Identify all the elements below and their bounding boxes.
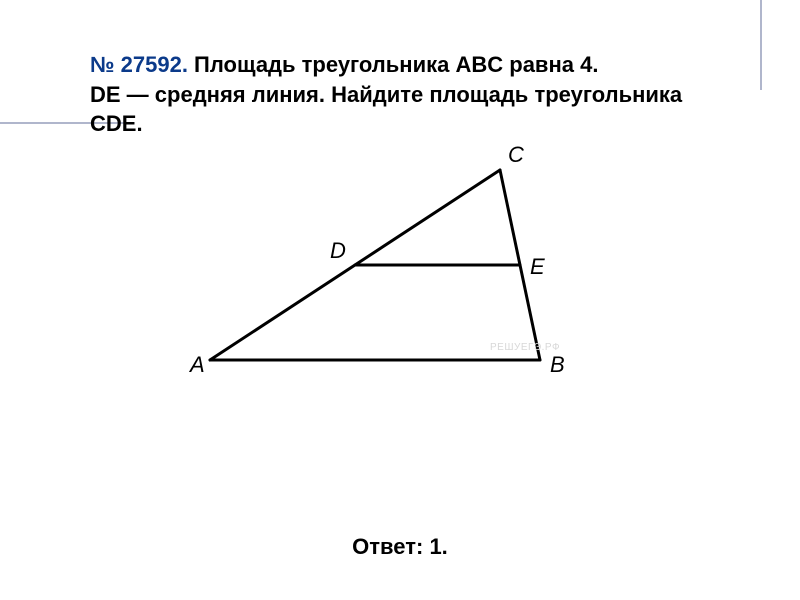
answer-block: Ответ: 1. (0, 534, 800, 560)
triangle-svg: A B C D E (170, 140, 630, 400)
problem-statement: № 27592. Площадь треугольника ABC равна … (90, 50, 730, 139)
watermark-text: РЕШУЕГЭ.РФ (490, 342, 560, 353)
problem-text-1: Площадь треугольника ABC равна 4. (188, 52, 599, 77)
vertex-label-E: E (530, 254, 545, 279)
decoration-vertical-line (760, 0, 762, 90)
problem-number: № 27592. (90, 52, 188, 77)
vertex-label-C: C (508, 142, 524, 167)
triangle-figure: A B C D E РЕШУЕГЭ.РФ (170, 140, 630, 400)
problem-line-1: № 27592. Площадь треугольника ABC равна … (90, 50, 730, 80)
page-root: № 27592. Площадь треугольника ABC равна … (0, 0, 800, 600)
vertex-label-B: B (550, 352, 565, 377)
vertex-label-A: A (188, 352, 205, 377)
answer-text: Ответ: 1. (352, 534, 448, 559)
problem-line-2: DE — средняя линия. Найдите площадь треу… (90, 80, 730, 139)
vertex-label-D: D (330, 238, 346, 263)
